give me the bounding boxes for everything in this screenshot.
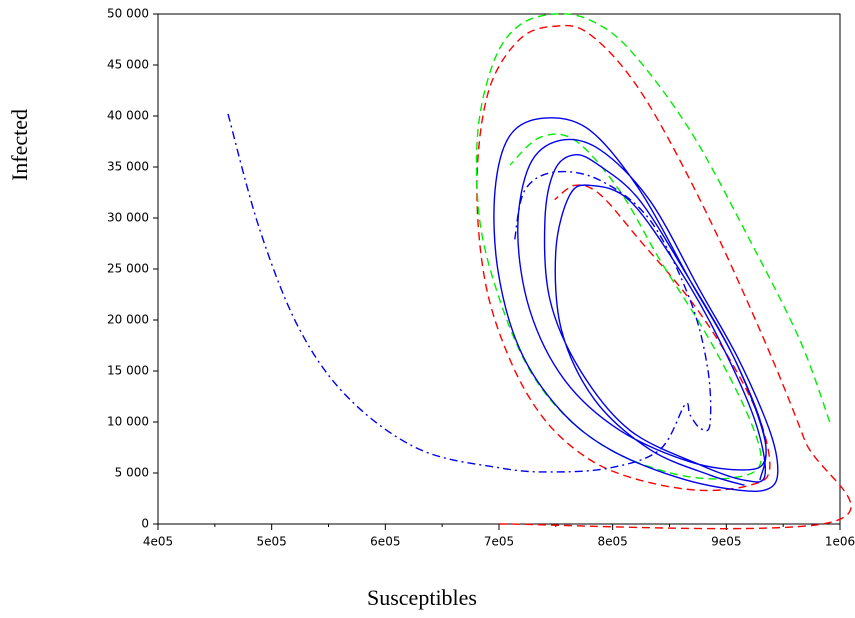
y-axis-label: Infected [7,109,32,181]
y-tick-label: 35 000 [107,160,149,174]
y-tick-label: 5 000 [115,466,149,480]
y-tick-label: 50 000 [107,7,149,21]
y-tick-label: 45 000 [107,58,149,72]
x-tick-label: 9e05 [711,535,741,549]
x-tick-label: 4e05 [143,535,173,549]
y-tick-label: 30 000 [107,211,149,225]
series-line [476,24,852,530]
x-tick-label: 1e06 [825,535,855,549]
series-line [227,113,712,473]
y-tick-label: 20 000 [107,313,149,327]
x-tick-label: 6e05 [370,535,400,549]
y-tick-label: 10 000 [107,415,149,429]
x-tick-label: 5e05 [257,535,287,549]
plot-frame [157,13,841,525]
y-tick-label: 25 000 [107,262,149,276]
y-tick-label: 40 000 [107,109,149,123]
y-tick-label: 15 000 [107,364,149,378]
series-line [475,13,831,480]
x-tick-label: 7e05 [484,535,514,549]
x-tick-label: 8e05 [598,535,628,549]
x-axis-label: Susceptibles [367,585,477,610]
series-line [493,117,779,493]
y-tick-label: 0 [141,517,149,531]
